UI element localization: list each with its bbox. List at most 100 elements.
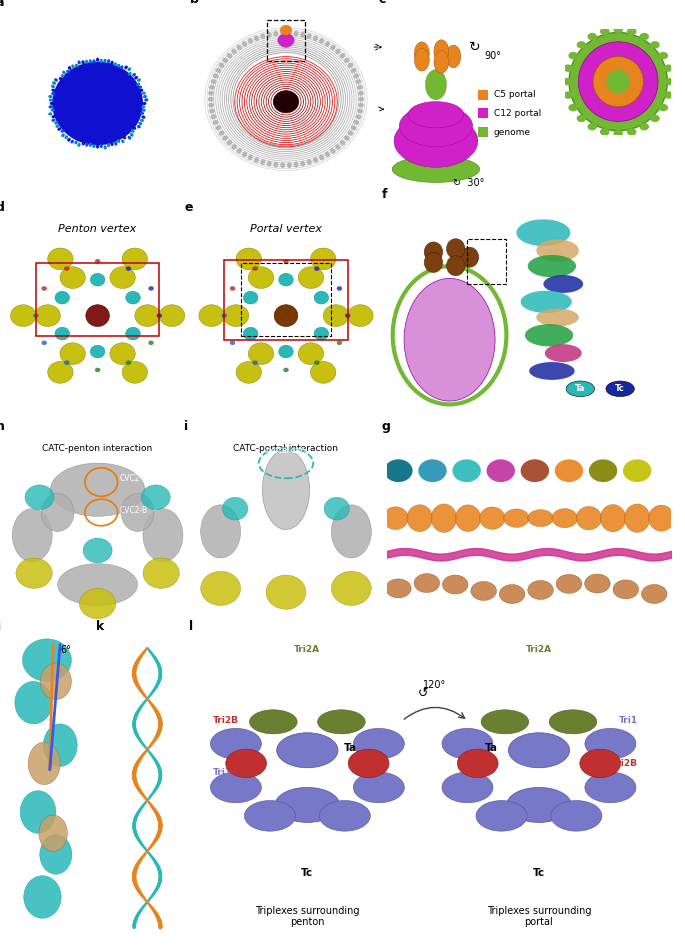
Ellipse shape	[15, 681, 52, 724]
Bar	[478, 89, 488, 100]
Ellipse shape	[107, 59, 110, 64]
Ellipse shape	[210, 115, 216, 120]
Ellipse shape	[132, 73, 136, 77]
Ellipse shape	[335, 48, 340, 54]
Ellipse shape	[140, 112, 144, 115]
Ellipse shape	[280, 162, 285, 168]
Ellipse shape	[650, 115, 660, 122]
Bar	[224, 260, 348, 340]
Ellipse shape	[404, 278, 495, 401]
Ellipse shape	[62, 70, 66, 74]
Ellipse shape	[358, 97, 364, 102]
Ellipse shape	[348, 131, 353, 136]
Ellipse shape	[569, 103, 578, 111]
Ellipse shape	[51, 463, 145, 516]
Ellipse shape	[650, 41, 660, 48]
Ellipse shape	[262, 450, 310, 530]
Ellipse shape	[210, 729, 262, 759]
Ellipse shape	[215, 68, 221, 73]
Ellipse shape	[279, 345, 293, 358]
Ellipse shape	[348, 749, 389, 777]
Ellipse shape	[142, 108, 146, 112]
Ellipse shape	[287, 30, 292, 36]
Ellipse shape	[110, 142, 114, 146]
Ellipse shape	[424, 242, 443, 262]
Ellipse shape	[143, 558, 179, 588]
Bar	[466, 239, 506, 284]
Ellipse shape	[121, 493, 154, 531]
Ellipse shape	[127, 67, 131, 71]
Ellipse shape	[219, 131, 224, 136]
Ellipse shape	[407, 505, 432, 531]
Ellipse shape	[75, 140, 77, 144]
Bar	[240, 263, 332, 336]
Ellipse shape	[90, 273, 105, 286]
Ellipse shape	[58, 564, 138, 605]
Ellipse shape	[103, 145, 107, 149]
Ellipse shape	[40, 663, 71, 699]
Ellipse shape	[39, 815, 67, 851]
Ellipse shape	[252, 267, 258, 270]
Ellipse shape	[208, 91, 214, 96]
Ellipse shape	[96, 58, 99, 62]
Ellipse shape	[114, 141, 117, 145]
Ellipse shape	[600, 505, 626, 531]
Ellipse shape	[60, 267, 86, 288]
Ellipse shape	[213, 120, 219, 125]
Ellipse shape	[124, 65, 128, 69]
Ellipse shape	[260, 33, 265, 39]
Text: CVC2-A: CVC2-A	[119, 474, 148, 483]
Ellipse shape	[313, 35, 318, 41]
Ellipse shape	[41, 493, 74, 531]
Ellipse shape	[209, 85, 215, 90]
Ellipse shape	[75, 64, 78, 67]
Polygon shape	[88, 95, 107, 112]
Ellipse shape	[330, 148, 336, 154]
Ellipse shape	[242, 41, 247, 47]
Ellipse shape	[614, 130, 623, 138]
Ellipse shape	[277, 33, 295, 47]
Ellipse shape	[120, 65, 123, 69]
Ellipse shape	[51, 84, 55, 88]
Ellipse shape	[40, 835, 72, 874]
Ellipse shape	[552, 509, 577, 528]
Text: portal cap: portal cap	[266, 446, 306, 455]
Polygon shape	[530, 363, 575, 380]
Ellipse shape	[353, 729, 404, 759]
Ellipse shape	[236, 45, 242, 50]
Ellipse shape	[279, 273, 293, 286]
Ellipse shape	[384, 459, 412, 482]
Ellipse shape	[49, 95, 52, 98]
Text: Tri2B: Tri2B	[213, 716, 239, 725]
Text: Penton vertex: Penton vertex	[58, 224, 137, 233]
Ellipse shape	[248, 38, 253, 44]
Ellipse shape	[209, 108, 215, 113]
Ellipse shape	[123, 136, 126, 140]
Ellipse shape	[386, 579, 411, 598]
Ellipse shape	[59, 77, 62, 81]
Ellipse shape	[358, 91, 364, 96]
Ellipse shape	[340, 140, 345, 145]
Ellipse shape	[606, 69, 630, 94]
Ellipse shape	[28, 742, 60, 785]
Ellipse shape	[356, 115, 362, 120]
Ellipse shape	[223, 305, 249, 326]
Ellipse shape	[585, 772, 636, 803]
Ellipse shape	[254, 158, 259, 163]
Ellipse shape	[142, 92, 146, 95]
Ellipse shape	[325, 152, 330, 158]
Ellipse shape	[486, 459, 515, 482]
Ellipse shape	[649, 505, 674, 531]
Text: Tc: Tc	[301, 867, 314, 878]
Ellipse shape	[89, 142, 92, 147]
Ellipse shape	[508, 733, 570, 768]
Ellipse shape	[576, 507, 601, 530]
Ellipse shape	[225, 749, 266, 777]
Ellipse shape	[307, 33, 312, 39]
Ellipse shape	[61, 74, 64, 78]
Polygon shape	[82, 89, 113, 118]
Ellipse shape	[134, 76, 138, 80]
Ellipse shape	[275, 788, 340, 823]
Ellipse shape	[348, 305, 373, 326]
Ellipse shape	[298, 267, 323, 288]
